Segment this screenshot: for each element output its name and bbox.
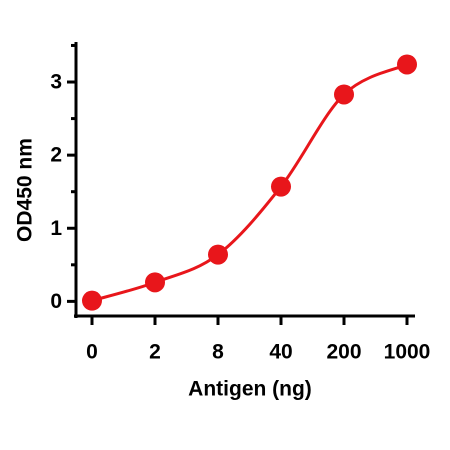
x-tick-label: 200 [326, 341, 361, 364]
y-tick-label: 0 [50, 290, 62, 313]
y-axis-label: OD450 nm [14, 138, 37, 242]
x-tick-label: 40 [269, 341, 292, 364]
x-tick-label: 1000 [384, 341, 431, 364]
y-tick-label: 1 [50, 217, 62, 240]
x-tick-label: 0 [86, 341, 98, 364]
series-line [91, 63, 408, 303]
data-point [82, 290, 102, 311]
x-tick-label: 2 [149, 341, 161, 364]
y-tick-label: 2 [50, 144, 62, 167]
data-point [334, 84, 354, 105]
x-tick-label: 8 [212, 341, 224, 364]
data-point [271, 176, 291, 197]
data-point [145, 272, 165, 293]
data-point [208, 244, 228, 265]
data-point [397, 54, 417, 75]
x-axis-label: Antigen (ng) [188, 378, 312, 401]
y-tick-label: 3 [50, 71, 62, 94]
